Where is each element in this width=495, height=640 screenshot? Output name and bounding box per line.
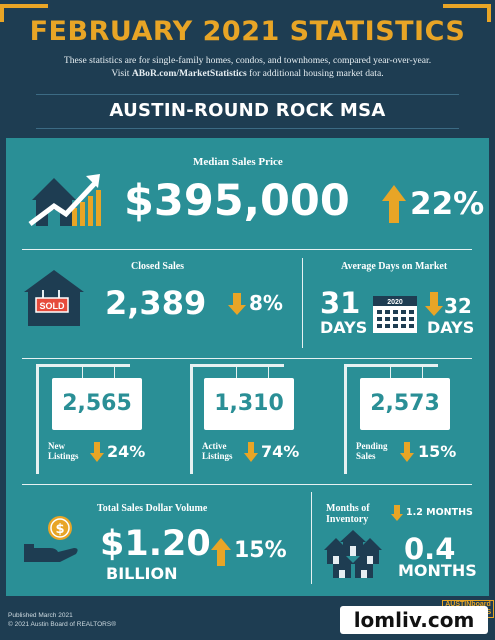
months-inventory-change: 1.2 MONTHS (406, 507, 473, 518)
active-listings-value: 1,310 (214, 391, 284, 416)
pending-sales-change: 15% (418, 442, 457, 461)
dom-label: Average Days on Market (341, 261, 448, 272)
corner-frame-top-right (443, 4, 491, 22)
pending-sales-label: Pending Sales (356, 441, 388, 461)
stats-panel (6, 138, 489, 596)
subtitle: These statistics are for single-family h… (63, 55, 432, 79)
calendar-year: 2020 (387, 299, 403, 306)
divider (311, 492, 312, 584)
arrow-down-icon (391, 505, 403, 521)
arrow-down-icon (400, 442, 414, 462)
sign-chain (114, 367, 115, 381)
divider (36, 94, 459, 95)
arrow-up-icon (382, 185, 406, 223)
market-stats-link[interactable]: ABoR.com/MarketStatistics (131, 68, 247, 79)
divider (22, 484, 472, 485)
dom-change-unit: DAYS (427, 318, 475, 337)
months-inventory-unit: MONTHS (398, 561, 477, 580)
sign-arm (344, 364, 438, 367)
svg-text:$: $ (55, 522, 64, 537)
months-inventory-value: 0.4 (404, 532, 456, 566)
median-price-value: $395,000 (124, 176, 350, 226)
pending-sales-value: 2,573 (370, 391, 440, 416)
arrow-down-icon (425, 292, 443, 316)
total-volume-value: $1.20 (100, 524, 211, 564)
sign-post (36, 364, 39, 474)
dom-unit: DAYS (320, 318, 368, 337)
closed-sales-value: 2,389 (105, 284, 207, 322)
money-hand-icon: $ (24, 516, 78, 562)
page-title: FEBRUARY 2021 STATISTICS (29, 16, 466, 47)
corner-frame-top-left (0, 4, 48, 22)
house-growth-icon (28, 174, 101, 226)
arrow-down-icon (228, 293, 246, 315)
median-price-change: 22% (410, 186, 485, 222)
total-volume-label: Total Sales Dollar Volume (97, 503, 208, 514)
new-listings-change: 24% (107, 442, 146, 461)
total-volume-change: 15% (234, 538, 287, 563)
active-listings-change: 74% (261, 442, 300, 461)
dom-change: 32 (444, 294, 472, 318)
header: FEBRUARY 2021 STATISTICS These statistic… (0, 0, 495, 136)
copyright: © 2021 Austin Board of REALTORS® (8, 621, 116, 628)
closed-sales-change: 8% (249, 291, 283, 315)
divider (302, 258, 303, 348)
new-listings-label: New Listings (48, 441, 79, 461)
months-inventory-label: Months of Inventory (326, 503, 370, 525)
new-listings-card: 2,565 (52, 378, 142, 430)
arrow-down-icon (244, 442, 258, 462)
houses-icon (324, 530, 382, 578)
subtitle-line1: These statistics are for single-family h… (63, 55, 432, 66)
active-listings-card: 1,310 (204, 378, 294, 430)
sold-sign-text: SOLD (39, 301, 65, 311)
new-listings-value: 2,565 (62, 391, 132, 416)
closed-sales-label: Closed Sales (131, 261, 185, 272)
dom-value: 31 (320, 286, 361, 320)
divider (22, 358, 472, 359)
sign-arm (36, 364, 130, 367)
divider (36, 128, 459, 129)
sign-post (190, 364, 193, 474)
pending-sales-card: 2,573 (360, 378, 450, 430)
watermark: lomliv.com (340, 606, 488, 634)
sign-chain (390, 367, 391, 381)
sign-chain (236, 367, 237, 381)
arrow-down-icon (90, 442, 104, 462)
sold-house-icon: SOLD (24, 270, 84, 326)
published-date: Published March 2021 (8, 612, 73, 619)
divider (22, 249, 472, 250)
arrow-up-icon (211, 538, 231, 566)
sign-chain (268, 367, 269, 381)
total-volume-unit: BILLION (106, 564, 178, 583)
active-listings-label: Active Listings (202, 441, 233, 461)
sign-chain (422, 367, 423, 381)
region-title: AUSTIN-ROUND ROCK MSA (109, 100, 386, 121)
sign-post (344, 364, 347, 474)
sign-arm (190, 364, 284, 367)
calendar-icon: 2020 (373, 296, 417, 333)
sign-chain (82, 367, 83, 381)
median-price-label: Median Sales Price (193, 156, 283, 168)
